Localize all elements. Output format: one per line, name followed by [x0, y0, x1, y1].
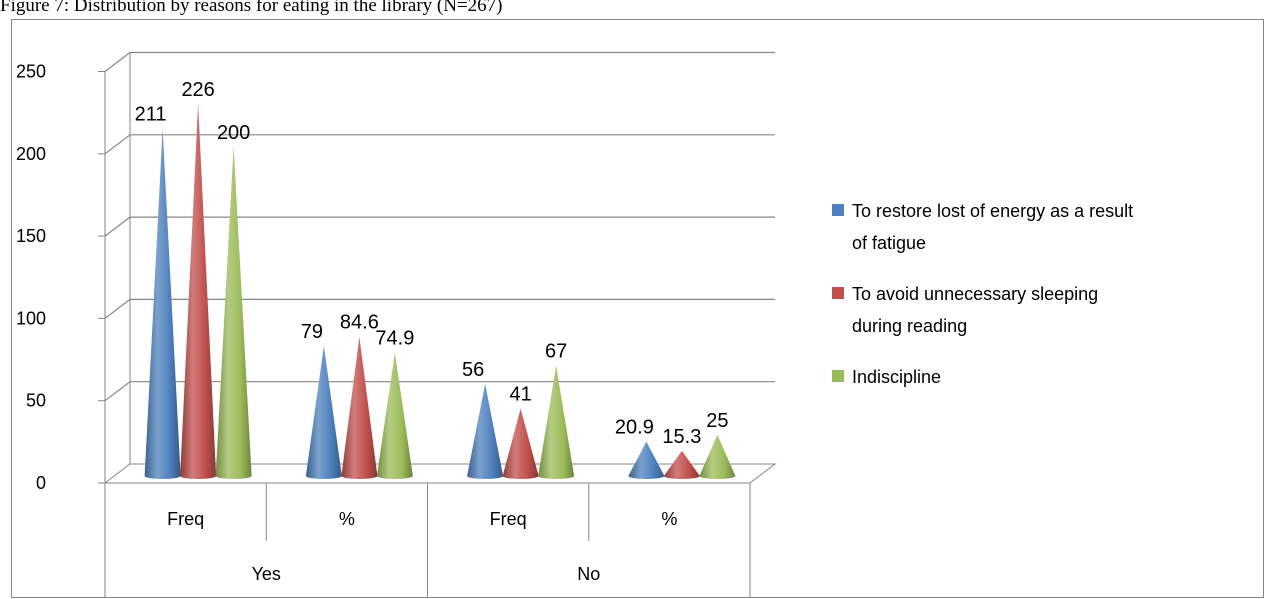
plot-walls [103, 52, 777, 484]
y-tick-label: 100 [16, 308, 46, 328]
legend-label: To avoid unnecessary sleeping during read… [852, 284, 1098, 336]
gridline [104, 51, 775, 72]
data-label: 25 [706, 410, 728, 432]
data-label: 79 [301, 321, 323, 343]
cone-mark [305, 345, 342, 479]
cone-mark [628, 441, 665, 479]
x-category-label: Freq [167, 509, 204, 529]
plot-floor [103, 463, 777, 484]
legend-swatch [832, 287, 844, 299]
legend-label: Indiscipline [852, 367, 941, 387]
cone-mark [144, 128, 181, 479]
y-tick-label: 0 [36, 473, 46, 493]
gridline [104, 134, 775, 155]
y-tick-labels: 0 50 100 150 200 250 [16, 62, 46, 494]
figure-caption: Figure 7: Distribution by reasons for ea… [0, 0, 503, 16]
x-group-label: No [577, 564, 600, 584]
chart-border [11, 19, 1264, 598]
data-labels: 211 79 56 20.9 226 84.6 41 15.3 200 74.9 67 25 [135, 79, 729, 448]
cone-mark [502, 408, 539, 479]
data-label: 20.9 [615, 417, 654, 439]
cone-marks [144, 104, 736, 480]
data-label: 226 [181, 79, 214, 101]
cone-mark [376, 352, 413, 479]
x-category-label: % [661, 509, 677, 529]
data-label: 211 [135, 104, 167, 126]
legend: To restore lost of energy as a result of … [832, 201, 1133, 387]
cone-mark [699, 434, 736, 479]
gridline [104, 298, 775, 319]
cone-mark [538, 365, 575, 479]
data-label: 67 [545, 341, 567, 363]
data-label: 15.3 [662, 426, 701, 448]
gridline [104, 216, 775, 237]
y-tick-label: 50 [26, 391, 46, 411]
y-tick-label: 250 [16, 62, 46, 82]
y-tick-label: 150 [16, 226, 46, 246]
data-label: 74.9 [375, 328, 414, 350]
gridlines [104, 51, 775, 402]
data-label: 41 [510, 384, 532, 406]
cone-mark [663, 450, 700, 479]
cone-mark [180, 104, 217, 479]
legend-swatch [832, 370, 844, 382]
legend-swatch [832, 204, 844, 216]
cone-mark [215, 146, 252, 480]
x-category-labels: Freq% Freq % Yes No [167, 509, 677, 584]
cone-mark [341, 336, 378, 479]
x-category-label: % [339, 509, 355, 529]
data-label: 200 [217, 122, 250, 144]
y-tick-label: 200 [16, 144, 46, 164]
x-category-label: Freq [490, 509, 527, 529]
gridline [104, 381, 775, 402]
x-group-label: Yes [252, 564, 281, 584]
data-label: 84.6 [340, 312, 379, 334]
axes [98, 71, 751, 597]
cone-mark [467, 383, 504, 479]
data-label: 56 [462, 359, 484, 381]
legend-label: To restore lost of energy as a result of … [852, 201, 1133, 253]
